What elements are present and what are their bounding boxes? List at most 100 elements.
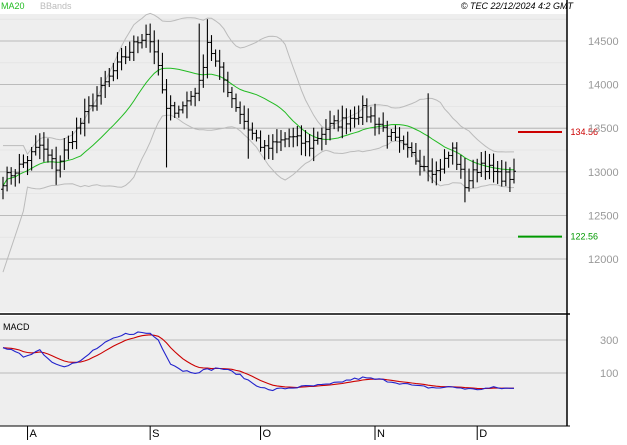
ohlc-bar: [13, 169, 18, 187]
ohlc-bar: [467, 168, 472, 192]
y-tick-label: 14500: [588, 36, 619, 48]
copyright-text: © TEC 22/12/2024 4:2 GMT: [461, 1, 575, 11]
ohlc-bar: [483, 150, 488, 180]
ohlc-bar: [131, 35, 136, 61]
ohlc-bar: [127, 41, 132, 61]
ohlc-bar: [246, 108, 251, 159]
y-tick-label: 13000: [588, 167, 619, 179]
ohlc-bar: [213, 49, 218, 67]
price-levels: 134.56 122.56: [518, 127, 598, 242]
ohlc-bar: [45, 138, 50, 163]
ohlc-bar: [172, 101, 177, 118]
price-grid: [0, 18, 567, 260]
ohlc-bar: [86, 96, 91, 124]
ohlc-bar: [111, 62, 116, 82]
ohlc-bar: [180, 101, 185, 114]
ohlc-bar: [270, 134, 275, 160]
ohlc-bar: [405, 131, 410, 158]
ohlc-bar: [250, 122, 255, 140]
ohlc-bar: [197, 23, 202, 102]
ohlc-bar: [33, 135, 38, 156]
ohlc-bar: [381, 112, 386, 132]
ohlc-bar: [393, 125, 398, 141]
ohlc-bar: [332, 115, 337, 130]
ohlc-bar: [278, 130, 283, 152]
ohlc-bar: [426, 93, 431, 182]
ohlc-bar: [512, 158, 516, 184]
ohlc-bar: [254, 129, 259, 142]
ohlc-bar: [119, 47, 124, 71]
ohlc-bar: [160, 52, 165, 94]
macd-grid: [0, 339, 567, 374]
ohlc-bar: [430, 158, 435, 184]
ohlc-bar: [283, 132, 288, 148]
ohlc-bar: [475, 158, 480, 183]
x-tick-label: A: [30, 428, 38, 440]
ohlc-bar: [368, 106, 373, 123]
ohlc-bar: [303, 130, 308, 157]
ohlc-bar: [225, 71, 230, 98]
ohlc-bar: [90, 93, 95, 112]
ohlc-bar: [348, 109, 353, 132]
ohlc-bar: [295, 125, 300, 147]
bollinger-bands: [2, 12, 515, 273]
ohlc-bar: [495, 160, 500, 184]
ohlc-bar: [238, 101, 243, 125]
ohlc-bar: [103, 70, 108, 98]
ohlc-bar: [340, 105, 345, 139]
ohlc-bar: [434, 161, 439, 186]
ohlc-bar: [189, 90, 194, 106]
ohlc-bar: [311, 127, 316, 162]
ohlc-bar: [78, 117, 83, 135]
ohlc-bar: [209, 35, 214, 62]
ohlc-bar: [458, 154, 463, 179]
macd-line: [2, 331, 514, 392]
ohlc-bar: [454, 142, 459, 170]
ohlc-bar: [70, 131, 75, 150]
ohlc-bar: [344, 108, 349, 135]
ohlc-bar: [135, 36, 140, 54]
y-tick-label: 12000: [588, 254, 619, 266]
ohlc-bar: [217, 49, 222, 80]
macd-lines: [2, 331, 514, 392]
ohlc-bar: [499, 160, 504, 187]
ohlc-bar: [184, 91, 189, 119]
bband-lower: [2, 114, 515, 273]
y-tick-label: 14000: [588, 80, 619, 92]
ohlc-bar: [507, 167, 512, 193]
ohlc-bar: [1, 176, 5, 200]
ohlc-bar: [446, 151, 451, 168]
macd-panel: [0, 316, 567, 426]
ohlc-bar: [487, 153, 492, 180]
ohlc-bar: [17, 153, 22, 184]
ohlc-bar: [193, 87, 198, 107]
y-tick-label: 12500: [588, 210, 619, 222]
ohlc-bar: [360, 95, 365, 126]
ma20-line: [2, 67, 515, 187]
y-tick-label: 13500: [588, 123, 619, 135]
ohlc-bar: [234, 93, 239, 112]
ohlc-bar: [262, 140, 267, 160]
ohlc-bar: [385, 120, 390, 149]
ohlc-bar: [139, 33, 144, 49]
ohlc-bar: [221, 62, 226, 93]
ohlc-bar: [401, 135, 406, 150]
ohlc-bar: [307, 134, 312, 157]
ohlc-bar: [450, 142, 455, 165]
ohlc-bar: [471, 159, 476, 189]
ohlc-bar: [156, 39, 161, 76]
ohlc-bar: [328, 110, 333, 141]
ohlc-bar: [148, 23, 153, 53]
ohlc-bar: [319, 127, 324, 151]
ohlc-bar: [323, 119, 328, 145]
macd-y-tick-label: 100: [600, 368, 618, 380]
ohlc-bar: [373, 103, 378, 136]
ohlc-bar: [29, 146, 34, 171]
ohlc-bar: [95, 86, 100, 111]
ohlc-bar: [82, 98, 87, 137]
ohlc-bar: [176, 105, 181, 118]
y-axis-labels: 12000 12500 13000 13500 14000 14500 100 300: [588, 36, 619, 380]
x-tick-label: N: [377, 428, 385, 440]
